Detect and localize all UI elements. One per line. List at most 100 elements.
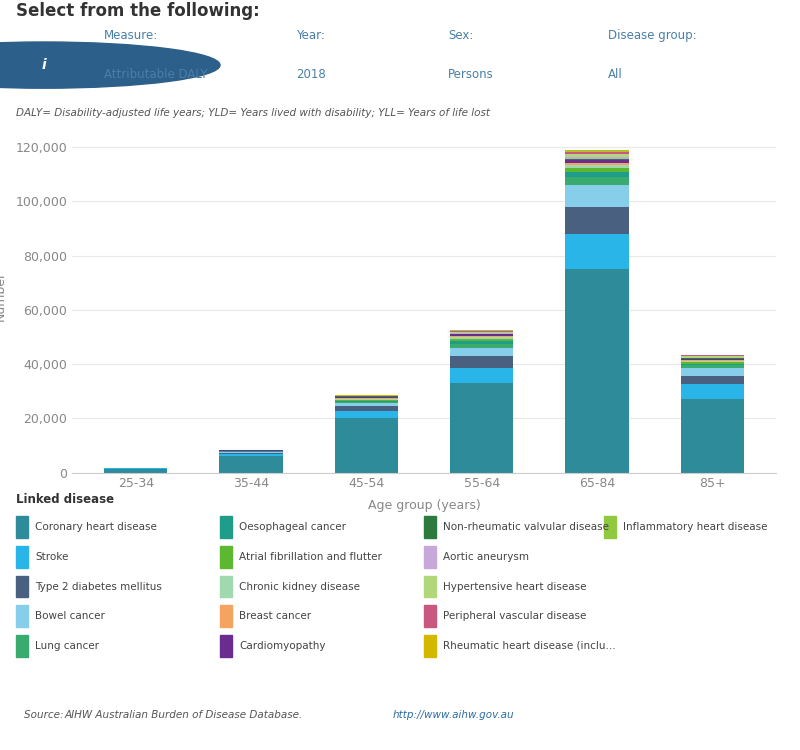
Bar [450, 383, 514, 472]
Bar [450, 333, 514, 334]
Text: DALY= Disability-adjusted life years; YLD= Years lived with disability; YLL= Yea: DALY= Disability-adjusted life years; YL… [16, 107, 490, 118]
Bar [681, 356, 744, 358]
Text: Disease group:: Disease group: [608, 29, 697, 43]
Bar [220, 576, 232, 597]
Bar [566, 163, 629, 165]
Bar [423, 605, 436, 627]
Bar [423, 635, 436, 657]
Bar [566, 152, 629, 154]
Text: Atrial fibrillation and flutter: Atrial fibrillation and flutter [239, 552, 382, 562]
Bar [681, 376, 744, 384]
Text: Chronic kidney disease: Chronic kidney disease [239, 581, 360, 592]
Text: All: All [608, 68, 622, 81]
Bar [334, 398, 398, 399]
Bar [681, 364, 744, 365]
Bar [566, 154, 629, 157]
Bar [334, 406, 398, 412]
Bar [566, 157, 629, 158]
Bar [220, 635, 232, 657]
Bar [681, 362, 744, 364]
Text: Measure:: Measure: [104, 29, 158, 43]
Bar [566, 207, 629, 234]
Bar [566, 168, 629, 172]
Text: Lung cancer: Lung cancer [35, 641, 99, 651]
Bar [566, 177, 629, 185]
Bar [681, 399, 744, 472]
Bar [220, 516, 232, 538]
Bar [334, 400, 398, 402]
Text: Attributable DALY: Attributable DALY [104, 68, 207, 81]
Bar [334, 404, 398, 406]
Text: Aortic aneurysm: Aortic aneurysm [443, 552, 529, 562]
Bar [566, 165, 629, 168]
Text: Hypertensive heart disease: Hypertensive heart disease [443, 581, 586, 592]
Bar [334, 402, 398, 404]
Bar [219, 456, 282, 472]
Text: Linked disease: Linked disease [16, 493, 114, 506]
Text: Cardiomyopathy: Cardiomyopathy [239, 641, 326, 651]
Bar [334, 412, 398, 419]
Text: Rheumatic heart disease (inclu...: Rheumatic heart disease (inclu... [443, 641, 616, 651]
Bar [334, 397, 398, 398]
Bar [566, 185, 629, 207]
Bar [450, 339, 514, 341]
Bar [450, 348, 514, 356]
Text: Bowel cancer: Bowel cancer [35, 611, 106, 621]
Bar [681, 361, 744, 362]
Bar [566, 150, 629, 151]
Text: Non-rheumatic valvular disease: Non-rheumatic valvular disease [443, 522, 609, 532]
Bar [450, 336, 514, 338]
Bar [450, 341, 514, 344]
X-axis label: Age group (years): Age group (years) [368, 499, 480, 512]
Bar [566, 151, 629, 152]
Bar [219, 453, 282, 454]
Bar [423, 576, 436, 597]
Bar [450, 332, 514, 333]
Bar [423, 516, 436, 538]
Text: Year:: Year: [296, 29, 325, 43]
Text: Oesophageal cancer: Oesophageal cancer [239, 522, 346, 532]
Bar [16, 516, 28, 538]
Y-axis label: Number: Number [0, 272, 7, 321]
Bar [423, 546, 436, 568]
Text: Stroke: Stroke [35, 552, 69, 562]
Text: i: i [42, 58, 46, 72]
Bar [334, 399, 398, 400]
Bar [566, 269, 629, 472]
Bar [681, 368, 744, 376]
Bar [450, 356, 514, 368]
Bar [16, 605, 28, 627]
Text: Peripheral vascular disease: Peripheral vascular disease [443, 611, 586, 621]
Circle shape [0, 42, 220, 88]
Bar [604, 516, 616, 538]
Bar [450, 334, 514, 336]
Bar [566, 160, 629, 163]
Text: Select from the following:: Select from the following: [16, 2, 260, 20]
Bar [450, 338, 514, 339]
Bar [566, 158, 629, 160]
Text: AIHW Australian Burden of Disease Database.: AIHW Australian Burden of Disease Databa… [65, 710, 306, 721]
Bar [681, 365, 744, 368]
Text: Persons: Persons [448, 68, 494, 81]
Bar [450, 368, 514, 383]
Bar [16, 576, 28, 597]
Text: http://www.aihw.gov.au: http://www.aihw.gov.au [392, 710, 514, 721]
Bar [681, 358, 744, 359]
Text: Coronary heart disease: Coronary heart disease [35, 522, 158, 532]
Bar [220, 605, 232, 627]
Bar [566, 234, 629, 269]
Bar [566, 172, 629, 177]
Bar [16, 546, 28, 568]
Text: Source:: Source: [24, 710, 66, 721]
Bar [681, 384, 744, 399]
Bar [219, 454, 282, 456]
Bar [16, 635, 28, 657]
Bar [681, 359, 744, 360]
Bar [450, 344, 514, 348]
Text: Breast cancer: Breast cancer [239, 611, 311, 621]
Text: Type 2 diabetes mellitus: Type 2 diabetes mellitus [35, 581, 162, 592]
Text: 2018: 2018 [296, 68, 326, 81]
Bar [104, 469, 167, 472]
Bar [220, 546, 232, 568]
Text: Inflammatory heart disease: Inflammatory heart disease [623, 522, 768, 532]
